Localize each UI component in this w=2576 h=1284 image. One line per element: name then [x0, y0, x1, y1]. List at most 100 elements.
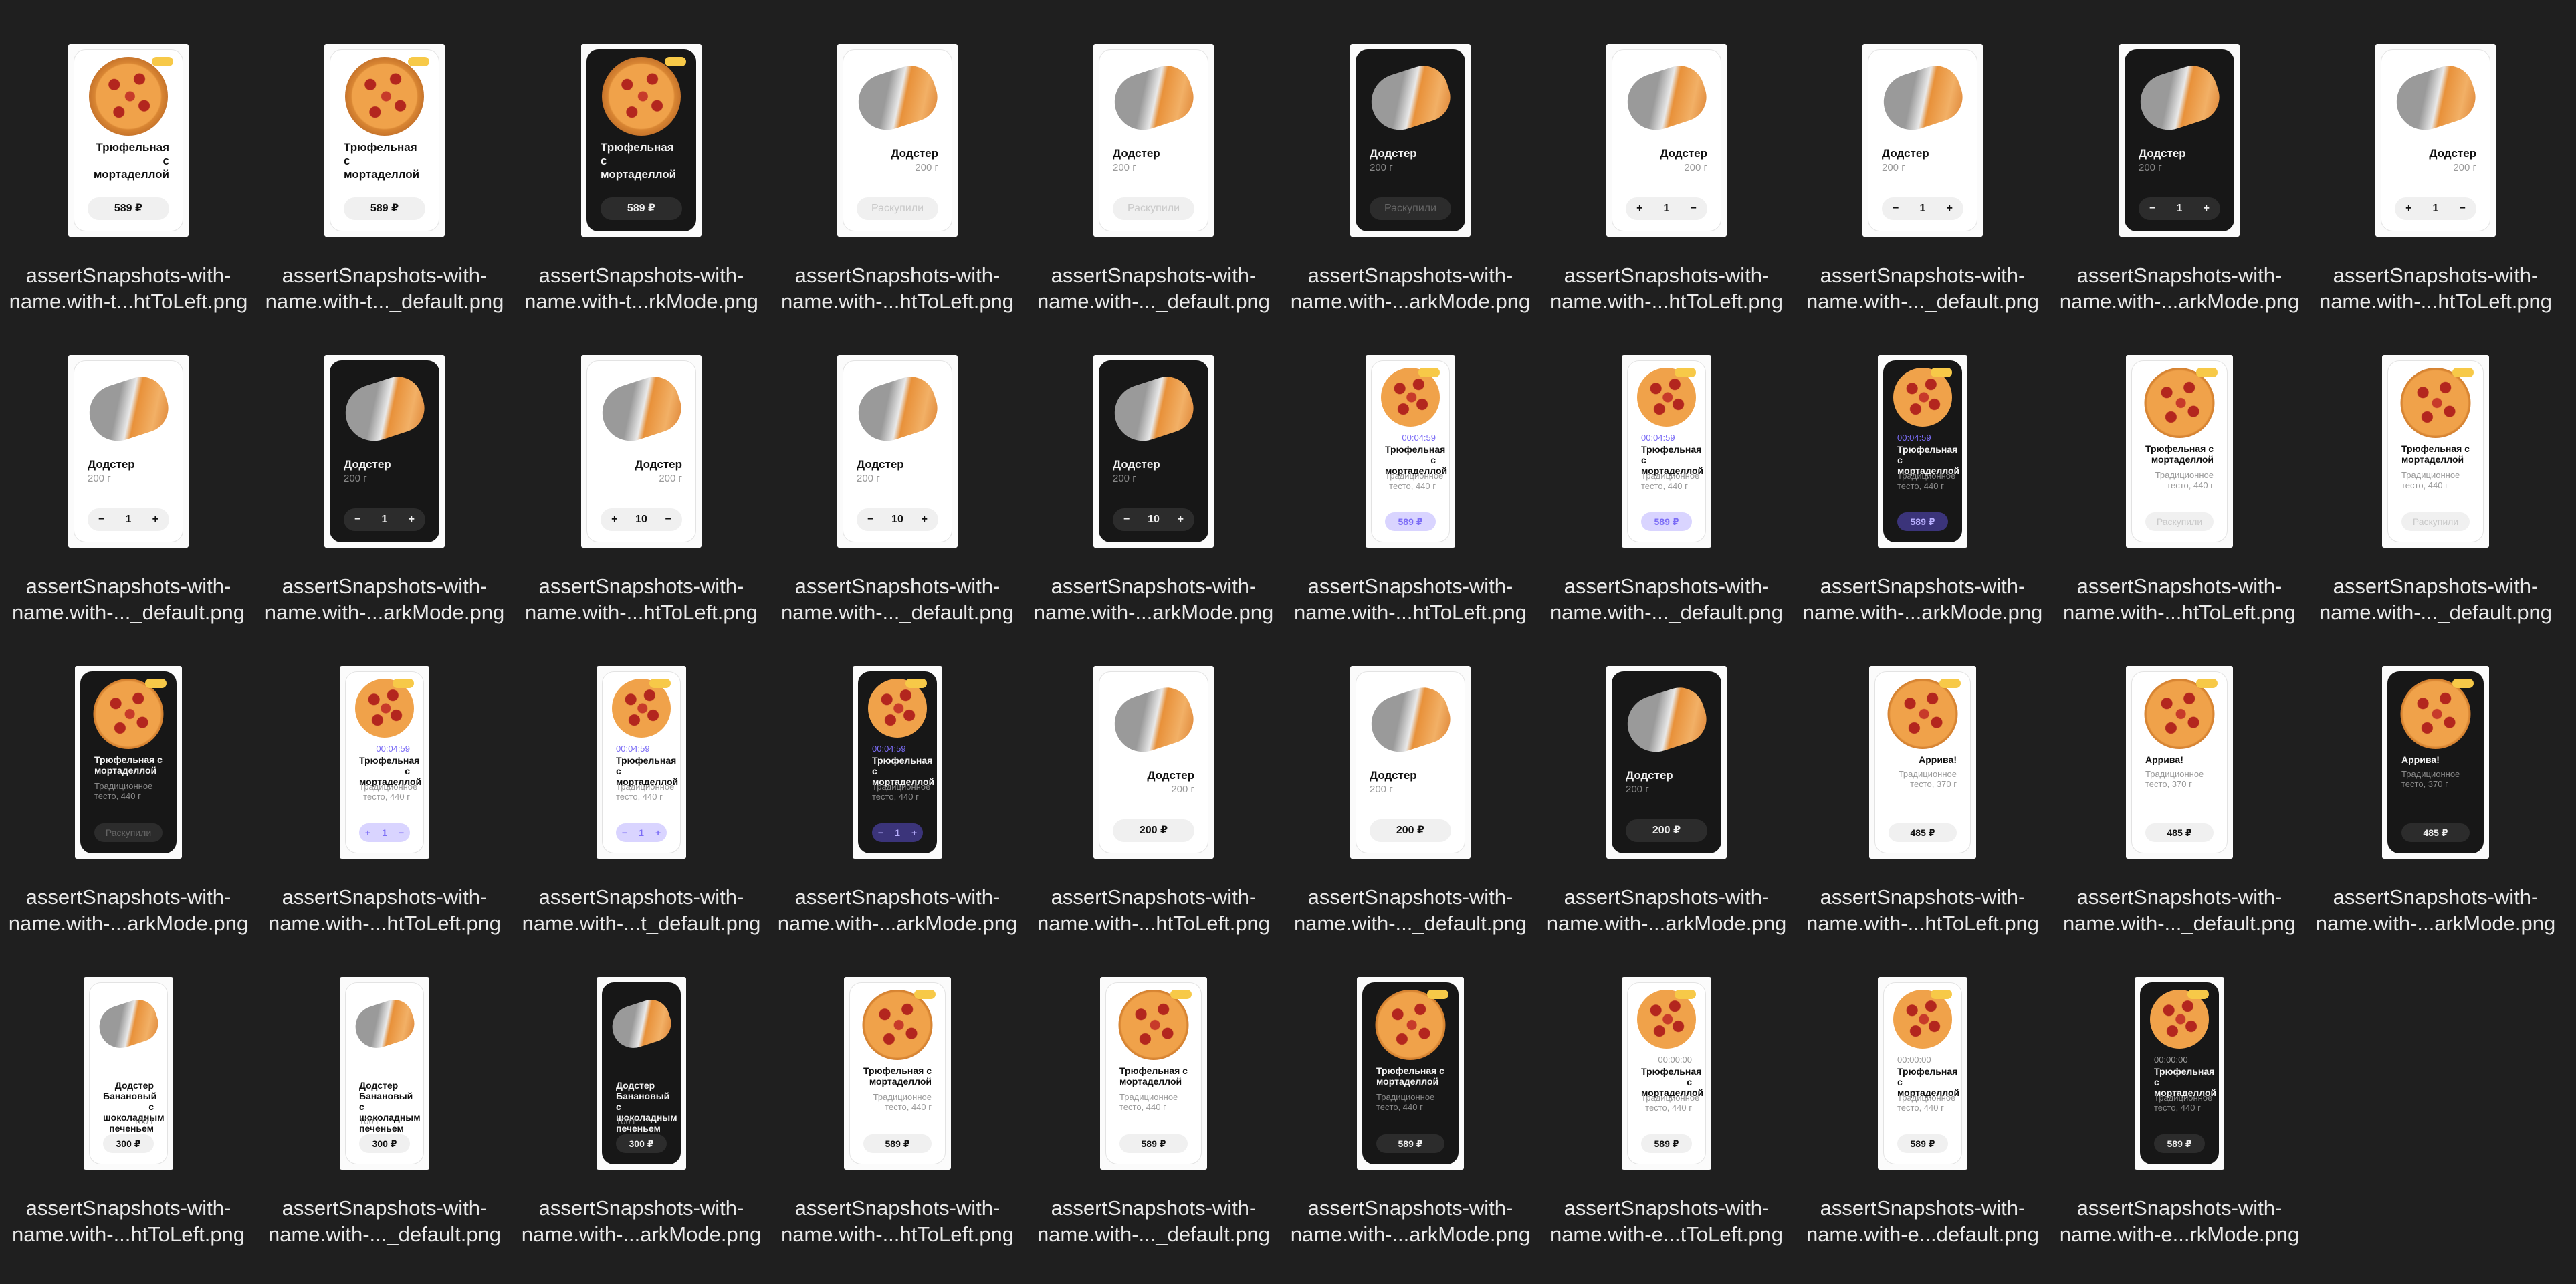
file-thumbnail[interactable]: Трюфельная с мортаделлой Традиционное тес… — [1357, 977, 1464, 1170]
file-thumbnail[interactable]: Додстер 200 г − 10 + — [1093, 355, 1214, 548]
file-item[interactable]: Додстер 200 г − 1 + assertSnapshots-with-name… — [256, 311, 513, 625]
file-name[interactable]: assertSnapshots-with-name.with-...arkMod… — [1282, 1195, 1539, 1247]
quantity-stepper[interactable]: − 10 + — [857, 508, 938, 531]
file-item[interactable]: 00:04:59 Трюфельная с мортаделлой Традицио… — [1282, 311, 1539, 624]
file-item[interactable]: 00:00:00 Трюфельная с мортаделлой Традицио… — [1538, 933, 1795, 1246]
stepper-right-button[interactable]: + — [921, 514, 928, 525]
file-name[interactable]: assertSnapshots-with-name.with-...htToLe… — [769, 262, 1026, 314]
file-name[interactable]: assertSnapshots-with-name.with-..._defau… — [1282, 884, 1539, 936]
stepper-right-button[interactable]: + — [1946, 203, 1953, 214]
file-thumbnail[interactable]: 00:00:00 Трюфельная с мортаделлой Традицио… — [2135, 977, 2224, 1170]
file-name[interactable]: assertSnapshots-with-name.with-...arkMod… — [1794, 573, 2051, 625]
file-name[interactable]: assertSnapshots-with-name.with-..._defau… — [1794, 262, 2051, 314]
file-item[interactable]: 00:04:59 Трюфельная с мортаделлой Традицио… — [1794, 311, 2051, 625]
quantity-stepper[interactable]: − 1 + — [1882, 197, 1963, 220]
file-item[interactable]: Додстер Банановый с шоколадным печеньем 1… — [0, 933, 257, 1246]
product-action[interactable]: 589 ₽ — [344, 197, 425, 220]
file-thumbnail[interactable]: Додстер Банановый с шоколадным печеньем 1… — [597, 977, 686, 1170]
file-thumbnail[interactable]: 00:04:59 Трюфельная с мортаделлой Традицио… — [1878, 355, 1967, 548]
product-action[interactable]: Раскупили — [1370, 197, 1451, 220]
product-action[interactable]: 200 ₽ — [1370, 819, 1451, 842]
file-thumbnail[interactable]: Арривa! Традиционное тесто, 370 г 485 ₽ — [2126, 666, 2233, 859]
quantity-stepper[interactable]: − 1 + — [872, 823, 923, 842]
quantity-stepper[interactable]: − 1 + — [88, 508, 169, 531]
file-thumbnail[interactable]: Арривa! Традиционное тесто, 370 г 485 ₽ — [2382, 666, 2489, 859]
file-name[interactable]: assertSnapshots-with-name.with-t...htToL… — [0, 262, 257, 314]
stepper-left-button[interactable]: − — [1893, 203, 1899, 214]
file-name[interactable]: assertSnapshots-with-name.with-..._defau… — [1025, 1195, 1282, 1247]
file-name[interactable]: assertSnapshots-with-name.with-...arkMod… — [1025, 573, 1282, 625]
file-thumbnail[interactable]: 00:04:59 Трюфельная с мортаделлой Традицио… — [1622, 355, 1711, 548]
file-item[interactable]: Трюфельная с мортаделлой Традиционное тес… — [0, 622, 257, 935]
file-name[interactable]: assertSnapshots-with-name.with-..._defau… — [2307, 573, 2564, 625]
product-action[interactable]: 485 ₽ — [2401, 823, 2470, 842]
file-name[interactable]: assertSnapshots-with-name.with-...arkMod… — [1282, 262, 1539, 314]
product-action[interactable]: 589 ₽ — [863, 1134, 932, 1153]
stepper-left-button[interactable]: − — [2149, 203, 2156, 214]
quantity-stepper[interactable]: − 1 + — [616, 823, 667, 842]
file-thumbnail[interactable]: Трюфельная с мортаделлой Традиционное тес… — [75, 666, 182, 859]
quantity-stepper[interactable]: − 10 + — [1113, 508, 1194, 531]
file-thumbnail[interactable]: Додстер Банановый с шоколадным печеньем 1… — [340, 977, 429, 1170]
file-name[interactable]: assertSnapshots-with-name.with-..._defau… — [2051, 884, 2308, 936]
file-item[interactable]: Трюфельная с мортаделлой Традиционное тес… — [2307, 311, 2564, 625]
file-item[interactable]: Трюфельная с мортаделлой 589 ₽ assertSnaps… — [256, 0, 513, 314]
file-name[interactable]: assertSnapshots-with-name.with-e...defau… — [1794, 1195, 2051, 1247]
product-action[interactable]: 589 ₽ — [1641, 512, 1692, 531]
file-name[interactable]: assertSnapshots-with-name.with-...arkMod… — [769, 884, 1026, 936]
stepper-left-button[interactable]: − — [877, 827, 883, 838]
product-action[interactable]: 589 ₽ — [1376, 1134, 1444, 1153]
file-name[interactable]: assertSnapshots-with-name.with-...arkMod… — [2051, 262, 2308, 314]
file-item[interactable]: Додстер 200 г Раскупили assertSnapshots-wit… — [769, 0, 1026, 314]
file-name[interactable]: assertSnapshots-with-name.with-t...rkMod… — [513, 262, 770, 314]
file-thumbnail[interactable]: 00:04:59 Трюфельная с мортаделлой Традицио… — [853, 666, 942, 859]
file-name[interactable]: assertSnapshots-with-name.with-e...rkMod… — [2051, 1195, 2308, 1247]
file-thumbnail[interactable]: Додстер 200 г 200 ₽ — [1606, 666, 1727, 859]
file-item[interactable]: Додстер 200 г Раскупили assertSnapshots-wit… — [1282, 0, 1539, 314]
file-thumbnail[interactable]: Додстер 200 г +10 − — [581, 355, 702, 548]
file-name[interactable]: assertSnapshots-with-name.with-...htToLe… — [2051, 573, 2308, 625]
file-item[interactable]: Додстер 200 г Раскупили assertSnapshots-wit… — [1025, 0, 1282, 313]
file-thumbnail[interactable]: Трюфельная с мортаделлой Традиционное тес… — [2382, 355, 2489, 548]
file-item[interactable]: Додстер Банановый с шоколадным печеньем 1… — [513, 933, 770, 1246]
file-item[interactable]: Додстер 200 г +1 − assertSnapshots-with-name… — [1538, 0, 1795, 313]
product-action[interactable]: 200 ₽ — [1626, 819, 1707, 842]
product-action[interactable]: 300 ₽ — [616, 1134, 667, 1153]
file-thumbnail[interactable]: Трюфельная с мортаделлой 589 ₽ — [581, 44, 702, 237]
product-action[interactable]: 300 ₽ — [103, 1134, 154, 1153]
product-action[interactable]: Раскупили — [2401, 512, 2470, 531]
file-thumbnail[interactable]: Додстер 200 г +1 − — [2375, 44, 2496, 237]
file-name[interactable]: assertSnapshots-with-name.with-t..._defa… — [256, 262, 513, 314]
product-action[interactable]: 589 ₽ — [1119, 1134, 1188, 1153]
file-name[interactable]: assertSnapshots-with-name.with-...arkMod… — [256, 573, 513, 625]
file-item[interactable]: Додстер 200 г − 1 + assertSnapshots-with-name… — [1794, 0, 2051, 314]
file-item[interactable]: 00:04:59 Трюфельная с мортаделлой Традицио… — [769, 622, 1026, 936]
file-item[interactable]: Трюфельная с мортаделлой Традиционное тес… — [1282, 933, 1539, 1247]
stepper-right-button[interactable]: − — [665, 514, 671, 525]
product-action[interactable]: 300 ₽ — [359, 1134, 410, 1153]
file-thumbnail[interactable]: Трюфельная с мортаделлой Традиционное тес… — [1100, 977, 1207, 1170]
file-thumbnail[interactable]: Додстер 200 г − 10 + — [837, 355, 958, 548]
stepper-right-button[interactable]: + — [1177, 514, 1184, 525]
file-thumbnail[interactable]: 00:04:59 Трюфельная с мортаделлой Традицио… — [1366, 355, 1455, 548]
file-name[interactable]: assertSnapshots-with-name.with-..._defau… — [0, 573, 257, 625]
file-thumbnail[interactable]: Додстер 200 г Раскупили — [837, 44, 958, 237]
file-item[interactable]: Додстер 200 г − 10 + assertSnapshots-with-nam… — [769, 311, 1026, 624]
product-action[interactable]: 589 ₽ — [1641, 1134, 1692, 1153]
file-thumbnail[interactable]: Арривa! Традиционное тесто, 370 г 485 ₽ — [1869, 666, 1976, 859]
file-item[interactable]: Додстер 200 г +10 − assertSnapshots-with-nam… — [513, 311, 770, 624]
stepper-right-button[interactable]: + — [911, 827, 918, 838]
stepper-left-button[interactable]: + — [364, 827, 370, 838]
product-action[interactable]: 589 ₽ — [601, 197, 682, 220]
stepper-left-button[interactable]: + — [2405, 203, 2412, 214]
file-thumbnail[interactable]: Додстер 200 г − 1 + — [1862, 44, 1983, 237]
file-item[interactable]: Додстер Банановый с шоколадным печеньем 1… — [256, 933, 513, 1246]
product-action[interactable]: 485 ₽ — [2145, 823, 2214, 842]
file-item[interactable]: Додстер 200 г 200 ₽ assertSnapshots-with-na… — [1025, 622, 1282, 935]
product-action[interactable]: 200 ₽ — [1113, 819, 1194, 842]
stepper-right-button[interactable]: + — [655, 827, 661, 838]
file-item[interactable]: Додстер 200 г − 10 + assertSnapshots-with-nam… — [1025, 311, 1282, 625]
file-thumbnail[interactable]: Додстер 200 г Раскупили — [1093, 44, 1214, 237]
quantity-stepper[interactable]: − 1 + — [344, 508, 425, 531]
file-thumbnail[interactable]: 00:00:00 Трюфельная с мортаделлой Традицио… — [1622, 977, 1711, 1170]
